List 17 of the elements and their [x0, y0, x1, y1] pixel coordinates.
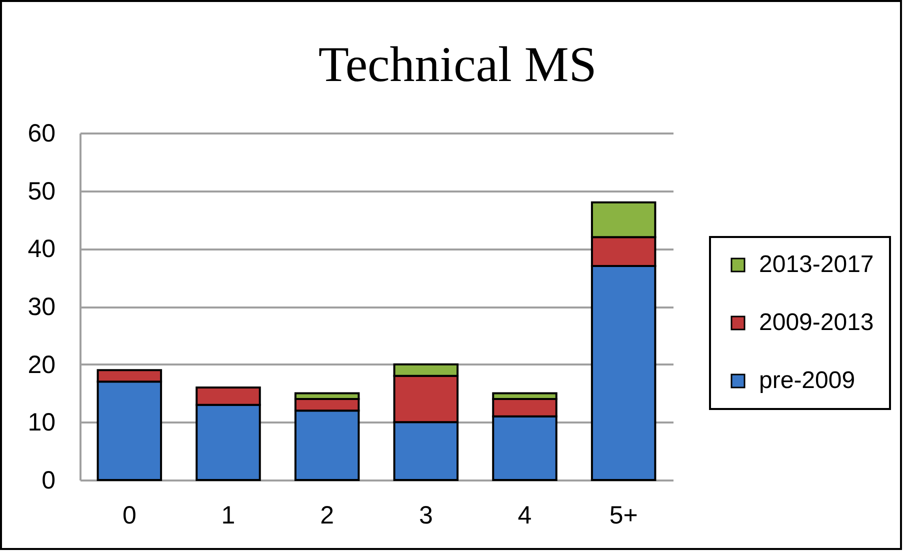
x-tick-label: 0	[122, 502, 136, 530]
chart-title: Technical MS	[318, 36, 597, 92]
legend-label: pre-2009	[759, 367, 856, 394]
legend-label: 2013-2017	[759, 251, 874, 278]
y-tick-label: 40	[28, 235, 56, 264]
x-tick-label: 1	[221, 502, 236, 530]
y-tick-label: 20	[28, 350, 56, 379]
y-tick-label: 10	[28, 408, 56, 437]
y-tick-label: 50	[28, 177, 56, 206]
y-tick-label: 60	[28, 120, 56, 148]
y-tick-label: 0	[42, 466, 56, 494]
x-tick-label: 2	[320, 502, 334, 530]
legend-label: 2009-2013	[759, 309, 874, 336]
x-tick-label: 4	[518, 502, 532, 530]
x-tick-label: 3	[418, 502, 433, 530]
y-tick-label: 30	[28, 293, 56, 321]
x-tick-label: 5+	[609, 502, 638, 530]
